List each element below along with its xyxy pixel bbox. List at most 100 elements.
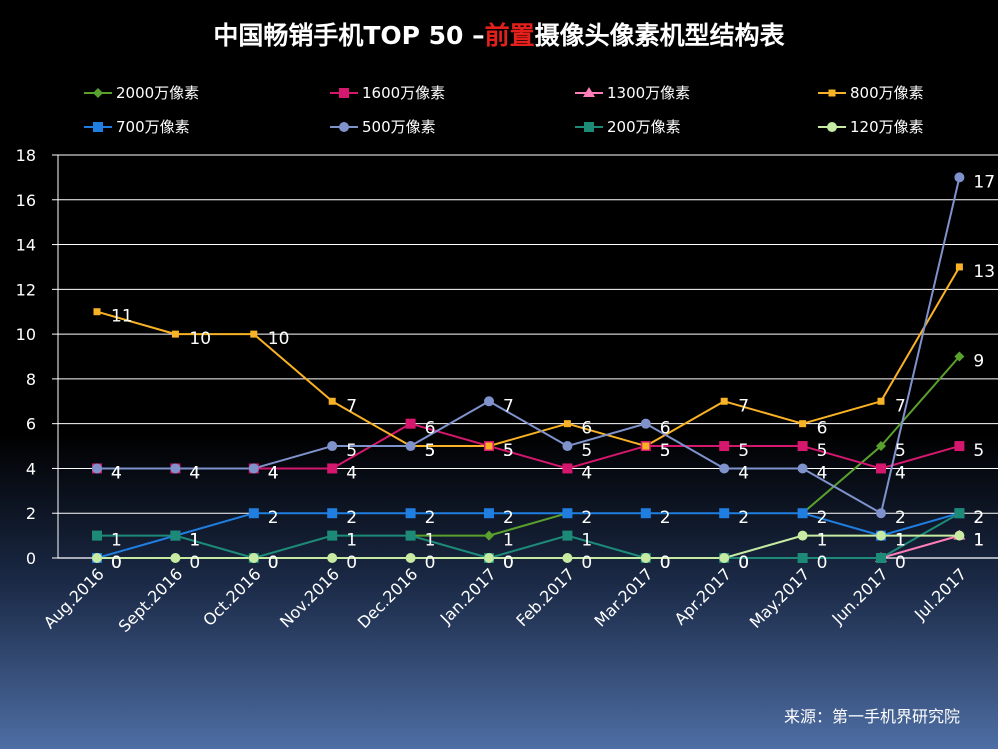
data-point: [484, 396, 494, 407]
data-point: [797, 441, 808, 452]
data-point: [954, 172, 965, 183]
data-label: 1: [346, 531, 357, 551]
data-label: 4: [346, 463, 357, 483]
series-line-segment: [410, 534, 490, 559]
y-tick-label: 18: [16, 146, 36, 165]
legend-marker: [339, 88, 349, 98]
legend-marker: [828, 89, 836, 97]
data-label: 2: [895, 508, 906, 528]
legend-marker: [827, 122, 837, 132]
data-label: 2: [581, 508, 592, 528]
data-point: [92, 463, 102, 474]
series-line-segment: [567, 445, 647, 470]
data-label: 1: [581, 531, 592, 551]
x-tick-label: Jun.2017: [828, 564, 892, 628]
data-point: [405, 530, 416, 541]
data-point: [327, 553, 338, 563]
data-point: [640, 553, 651, 563]
data-label: 2: [738, 508, 749, 528]
data-point: [405, 508, 416, 519]
series-line-segment: [880, 445, 960, 470]
data-label: 2: [660, 508, 671, 528]
legend-marker: [93, 88, 103, 98]
data-label: 7: [346, 396, 357, 416]
data-label: 0: [268, 553, 279, 573]
data-label: 0: [268, 553, 279, 573]
data-point: [954, 508, 965, 519]
series-line-segment: [802, 512, 882, 537]
series-line-segment: [410, 400, 490, 447]
data-label: 4: [581, 463, 592, 483]
data-label: 2: [425, 508, 436, 528]
series-line-segment: [331, 400, 412, 447]
y-tick-label: 14: [16, 236, 36, 255]
x-tick-label: Jul.2017: [910, 564, 970, 624]
data-label: 5: [817, 441, 828, 461]
data-point: [562, 553, 573, 563]
data-label: 2: [346, 508, 357, 528]
x-tick-label: Jan.2017: [436, 564, 500, 628]
data-label: 6: [425, 419, 436, 439]
data-point: [248, 508, 259, 519]
legend-label: 700万像素: [116, 118, 190, 136]
series-line-segment: [645, 422, 725, 470]
data-label: 10: [268, 329, 290, 349]
legend-label: 800万像素: [850, 84, 924, 102]
y-tick-label: 4: [26, 459, 36, 478]
data-label: 5: [581, 441, 592, 461]
data-point: [484, 508, 494, 519]
series-line-segment: [880, 534, 960, 559]
y-tick-label: 10: [16, 325, 36, 344]
series-lines: [96, 177, 961, 559]
data-label: 1: [973, 531, 984, 551]
series-line-segment: [802, 400, 882, 425]
data-label: 1: [895, 531, 906, 551]
data-label: 4: [895, 463, 906, 483]
data-label: 5: [660, 441, 671, 461]
data-label: 1: [895, 531, 906, 551]
data-label: 2: [268, 508, 279, 528]
data-label: 4: [738, 463, 749, 483]
data-label: 5: [660, 441, 671, 461]
data-point: [642, 442, 650, 450]
data-point: [248, 553, 259, 563]
data-label: 0: [738, 553, 749, 573]
data-point: [327, 463, 338, 474]
data-point: [640, 508, 651, 519]
data-label: 4: [111, 463, 122, 483]
y-tick-label: 8: [26, 370, 36, 389]
series-line-segment: [880, 266, 961, 402]
data-point: [327, 508, 338, 519]
data-label: 2: [973, 508, 984, 528]
source-note: 来源：第一手机界研究院: [784, 707, 960, 726]
series-line-segment: [801, 445, 882, 514]
data-label: 2: [973, 508, 984, 528]
x-tick-label: May.2017: [746, 564, 814, 632]
data-label: 1: [973, 531, 984, 551]
data-point: [405, 441, 416, 452]
series-line-segment: [488, 422, 568, 448]
legend-label: 120万像素: [850, 118, 924, 136]
data-point: [954, 351, 965, 362]
data-point: [876, 441, 886, 452]
series-line-segment: [567, 422, 647, 448]
series-line-segment: [488, 400, 568, 447]
data-point: [562, 508, 573, 519]
data-label: 0: [738, 553, 749, 573]
x-tick-label: Mar.2017: [590, 564, 656, 630]
series-line-segment: [175, 534, 255, 559]
data-label: 0: [189, 553, 200, 573]
data-point: [876, 508, 886, 519]
data-label: 1: [503, 531, 514, 551]
data-point: [719, 441, 730, 452]
data-label: 0: [111, 553, 122, 573]
data-point: [954, 441, 965, 452]
data-label: 0: [111, 553, 122, 573]
data-label: 6: [817, 419, 828, 439]
series-line-segment: [645, 400, 725, 447]
legend-label: 1600万像素: [362, 84, 445, 102]
data-point: [405, 553, 416, 563]
legend-marker: [339, 122, 349, 132]
data-point: [92, 530, 102, 541]
